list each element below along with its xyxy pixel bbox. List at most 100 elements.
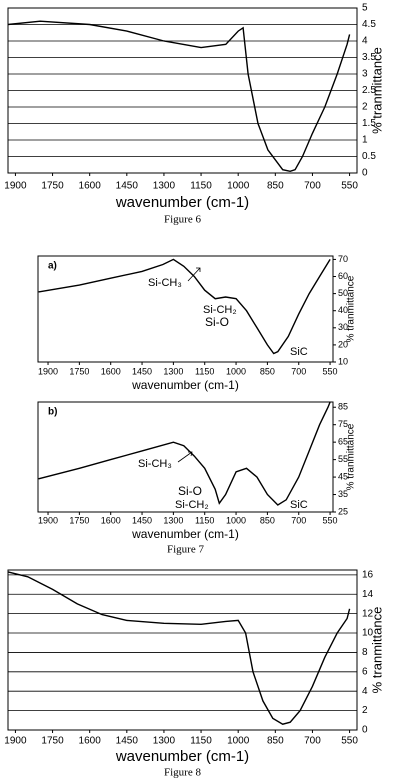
- x-tick-label: 1300: [153, 181, 176, 192]
- y-tick-label: 1: [362, 135, 368, 146]
- x-axis-label: wavenumber (cm-1): [115, 194, 249, 211]
- spectrum-line: [7, 571, 351, 725]
- annotation: Si-O: [178, 484, 202, 498]
- y-tick-label: 5: [362, 3, 368, 14]
- y-tick-label: 10: [338, 356, 348, 366]
- x-tick-label: 550: [341, 736, 358, 747]
- x-tick-label: 1150: [195, 515, 214, 525]
- x-tick-label: 1600: [101, 366, 121, 376]
- x-tick-label: 1600: [79, 181, 102, 192]
- x-tick-label: 700: [304, 181, 321, 192]
- y-tick-label: 55: [338, 454, 348, 464]
- annotation: Si-O: [205, 315, 229, 329]
- figure-caption: Figure 7: [167, 544, 204, 556]
- y-tick-label: 75: [338, 419, 348, 429]
- x-tick-label: 850: [267, 181, 284, 192]
- y-tick-label: 40: [338, 305, 348, 315]
- y-tick-label: 12: [362, 608, 374, 619]
- x-tick-label: 1750: [41, 736, 64, 747]
- x-tick-label: 1450: [116, 736, 139, 747]
- x-tick-label: 1900: [4, 736, 27, 747]
- y-tick-label: 6: [362, 666, 368, 677]
- spectrum-line: [38, 258, 331, 355]
- annotation: a): [48, 261, 57, 272]
- x-tick-label: 550: [341, 181, 358, 192]
- arrow: [177, 451, 193, 463]
- y-tick-label: 1.5: [362, 118, 376, 129]
- y-axis-label: % tranmittance: [346, 275, 357, 342]
- x-tick-label: 1150: [190, 736, 212, 747]
- x-tick-label: 1000: [226, 515, 246, 525]
- y-tick-label: 50: [338, 288, 348, 298]
- y-tick-label: 2: [362, 102, 368, 113]
- y-tick-label: 30: [338, 322, 348, 332]
- y-tick-label: 20: [338, 339, 348, 349]
- annotation: Si-CH₃: [138, 458, 172, 470]
- y-axis-label: % tranmittance: [346, 423, 357, 490]
- annotation: b): [48, 407, 57, 418]
- y-tick-label: 70: [338, 254, 348, 264]
- x-tick-label: 1450: [132, 515, 152, 525]
- plot-frame: [37, 255, 334, 363]
- y-tick-label: 2.5: [362, 85, 376, 96]
- y-axis-label: % tranmittance: [369, 47, 384, 134]
- arrow: [187, 267, 201, 282]
- x-tick-label: 850: [267, 736, 284, 747]
- x-tick-label: 700: [304, 736, 321, 747]
- spectrum-line: [7, 20, 351, 173]
- x-tick-label: 1600: [101, 515, 121, 525]
- y-tick-label: 14: [362, 589, 374, 600]
- x-tick-label: 1000: [227, 736, 250, 747]
- annotation: SiC: [290, 346, 308, 358]
- y-tick-label: 35: [338, 489, 348, 499]
- x-tick-label: 1900: [4, 181, 27, 192]
- figure-caption: Figure 6: [164, 214, 201, 226]
- x-tick-label: 1900: [38, 515, 58, 525]
- y-tick-label: 10: [362, 628, 374, 639]
- x-tick-label: 850: [260, 515, 275, 525]
- x-axis-label: wavenumber (cm-1): [131, 527, 239, 541]
- x-tick-label: 1000: [227, 181, 250, 192]
- y-tick-label: 8: [362, 647, 368, 658]
- x-tick-label: 550: [323, 366, 338, 376]
- y-tick-label: 0.5: [362, 151, 376, 162]
- x-tick-label: 1750: [41, 181, 64, 192]
- y-tick-label: 4: [362, 686, 368, 697]
- x-tick-label: 1150: [195, 366, 214, 376]
- x-tick-label: 1000: [226, 366, 246, 376]
- annotation: SiC: [290, 499, 308, 511]
- y-tick-label: 16: [362, 569, 374, 580]
- annotation: Si-CH₃: [148, 277, 182, 289]
- x-tick-label: 1150: [190, 181, 212, 192]
- y-axis-label: % tranmittance: [369, 607, 384, 694]
- y-tick-label: 60: [338, 271, 348, 281]
- x-axis-label: wavenumber (cm-1): [115, 748, 249, 765]
- y-tick-label: 45: [338, 471, 348, 481]
- x-tick-label: 1600: [79, 736, 102, 747]
- x-tick-label: 1300: [163, 515, 183, 525]
- x-tick-label: 700: [291, 366, 306, 376]
- x-tick-label: 1450: [132, 366, 152, 376]
- x-tick-label: 850: [260, 366, 275, 376]
- y-tick-label: 65: [338, 437, 348, 447]
- x-tick-label: 1300: [153, 736, 176, 747]
- y-tick-label: 3: [362, 69, 368, 80]
- x-tick-label: 1750: [69, 515, 89, 525]
- spectrum-line: [38, 401, 331, 506]
- annotation: Si-CH₂: [175, 499, 209, 511]
- y-tick-label: 4: [362, 36, 368, 47]
- y-tick-label: 4.5: [362, 19, 376, 30]
- x-tick-label: 1450: [116, 181, 139, 192]
- figure-caption: Figure 8: [164, 767, 201, 779]
- x-tick-label: 1750: [69, 366, 89, 376]
- x-tick-label: 700: [291, 515, 306, 525]
- y-tick-label: 3.5: [362, 52, 376, 63]
- y-tick-label: 0: [362, 168, 368, 179]
- y-tick-label: 2: [362, 705, 368, 716]
- x-tick-label: 550: [323, 515, 338, 525]
- annotation: Si-CH₂: [203, 304, 237, 316]
- x-tick-label: 1900: [38, 366, 58, 376]
- y-tick-label: 25: [338, 506, 348, 516]
